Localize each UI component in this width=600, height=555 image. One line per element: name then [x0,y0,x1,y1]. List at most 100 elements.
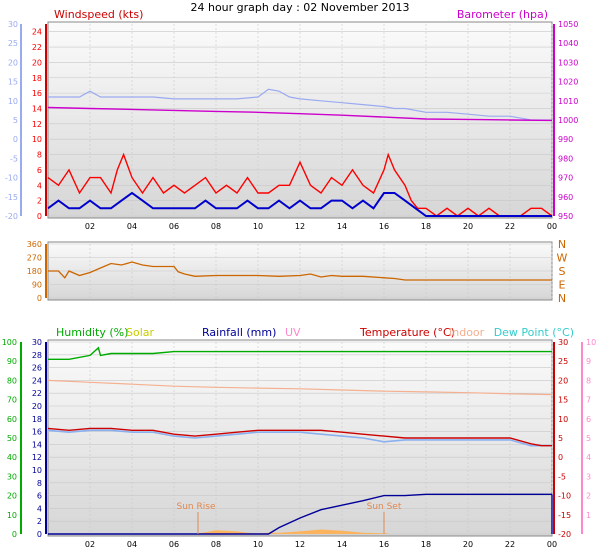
baro-tick-label: 960 [558,193,573,202]
panel3-temp-ticks: -20 -15 -10 -5 0 5 10 15 20 25 30 [558,338,571,539]
rain-tick-label: 0 [37,530,42,539]
wind-direction-line [48,261,552,281]
baro-tick-label: 1000 [558,116,578,125]
baro-tick-label: 1020 [558,78,578,87]
x-tick-label: 02 [85,540,95,549]
humidity-tick-label: 60 [7,415,17,424]
sunset-label: Sun Set [367,502,402,512]
panel2-series [48,261,552,281]
baro-tick-label: 950 [558,212,573,221]
uv-tick-label: 7 [586,396,591,405]
x-tick-label: 14 [337,222,347,231]
outer-series-line [48,88,552,121]
panel3-legend: Humidity (%) Solar Rainfall (mm) UV Temp… [56,326,574,339]
humidity-tick-label: 70 [7,396,17,405]
x-tick-label: 00 [547,540,557,549]
legend-temperature: Temperature (°C) [359,326,455,339]
temp-tick-label: 30 [558,338,568,347]
rain-tick-label: 12 [32,453,42,462]
uv-tick-label: 5 [586,434,591,443]
humidity-tick-label: 30 [7,472,17,481]
humidity-tick-label: 50 [7,434,17,443]
rain-tick-label: 22 [32,389,42,398]
wind-tick-label: 18 [32,74,42,83]
outer-tick-label: 30 [8,20,18,29]
legend-uv: UV [285,326,301,339]
rain-tick-label: 30 [32,338,42,347]
x-tick-label: 04 [127,222,137,231]
x-tick-label: 16 [379,540,389,549]
x-tick-label: 08 [211,222,221,231]
rain-tick-label: 26 [32,364,42,373]
solar-area [199,529,389,534]
humidity-tick-label: 0 [12,530,17,539]
x-tick-label: 08 [211,540,221,549]
humidity-tick-label: 40 [7,453,17,462]
legend-humidity: Humidity (%) [56,326,128,339]
compass-label: E [559,279,566,292]
humidity-tick-label: 100 [2,338,17,347]
compass-label: N [558,292,566,305]
wind-tick-label: 14 [32,104,42,113]
uv-tick-label: 9 [586,357,591,366]
outer-tick-label: -20 [5,212,18,221]
outer-tick-label: 25 [8,39,18,48]
direction-tick-label: 360 [27,240,42,249]
panel1-baro-ticks: 950 960 970 980 990 1000 1010 1020 1030 1040 1050 [558,20,578,221]
barometer-title: Barometer (hpa) [457,8,548,21]
wind-tick-label: 12 [32,120,42,129]
temp-tick-label: -20 [558,530,571,539]
direction-tick-label: 270 [27,254,42,263]
panel1-series [47,88,553,217]
wind-tick-label: 20 [32,58,42,67]
wind-tick-label: 2 [37,197,42,206]
baro-tick-label: 980 [558,154,573,163]
uv-tick-label: 4 [586,453,591,462]
x-tick-label: 06 [169,540,179,549]
panel3-uv-ticks: 1 2 3 4 5 6 7 8 9 10 [586,338,596,520]
wind-tick-label: 0 [37,212,42,221]
rain-tick-label: 6 [37,492,42,501]
temp-tick-label: 0 [558,453,563,462]
x-tick-label: 10 [253,222,263,231]
x-tick-label: 16 [379,222,389,231]
temp-tick-label: 5 [558,434,563,443]
outer-tick-label: 10 [8,97,18,106]
baro-tick-label: 990 [558,135,573,144]
outer-tick-label: 5 [13,116,18,125]
wind-tick-label: 4 [37,181,42,190]
direction-tick-label: 180 [27,267,42,276]
humidity-tick-label: 10 [7,511,17,520]
x-tick-label: 04 [127,540,137,549]
panel2-grid [48,243,553,299]
x-tick-label: 22 [505,222,515,231]
rain-tick-label: 24 [32,376,42,385]
x-tick-label: 22 [505,540,515,549]
uv-tick-label: 10 [586,338,596,347]
compass-label: W [557,252,568,265]
rain-tick-label: 8 [37,479,42,488]
direction-tick-label: 0 [37,294,42,303]
chart-title: 24 hour graph day : 02 November 2013 [190,1,409,14]
windspeed-line [47,152,553,217]
baro-tick-label: 1010 [558,97,578,106]
x-tick-label: 06 [169,222,179,231]
uv-tick-label: 3 [586,472,591,481]
rain-tick-label: 28 [32,351,42,360]
legend-rainfall: Rainfall (mm) [202,326,276,339]
temp-tick-label: 10 [558,415,568,424]
dew-point-line [47,429,552,447]
sunrise-label: Sun Rise [177,502,216,512]
outer-tick-label: 20 [8,58,18,67]
legend-dew-point: Dew Point (°C) [494,326,574,339]
x-tick-label: 18 [421,222,431,231]
x-tick-label: 10 [253,540,263,549]
outer-tick-label: 15 [8,78,18,87]
temperature-line [47,427,552,447]
x-tick-label: 00 [547,222,557,231]
